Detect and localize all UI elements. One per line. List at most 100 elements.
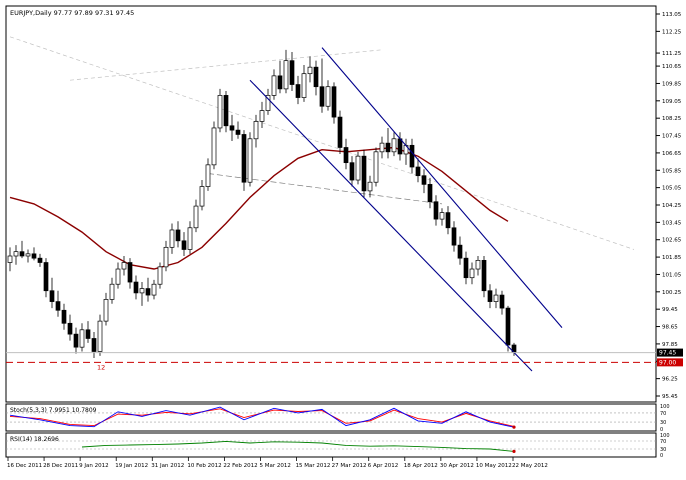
candle-body <box>235 129 241 135</box>
indicator-tick-label: 70 <box>660 411 666 417</box>
indicator-tick-label: 70 <box>660 439 666 445</box>
upper-trendline <box>69 49 383 81</box>
rsi-line <box>81 440 516 453</box>
candle-body <box>265 95 271 111</box>
candle-body <box>397 138 403 155</box>
candle-body <box>253 121 259 140</box>
stoch-main-line <box>9 406 515 428</box>
date-axis: 16 Dec 2011 28 Dec 2011 9 Jan 2012 19 Jan 2… <box>7 457 548 469</box>
chart-title: EURJPY,Daily 97.77 97.89 97.31 97.45 <box>10 9 134 17</box>
candle-body <box>499 294 505 309</box>
candle-body <box>445 212 451 229</box>
candle-body <box>31 253 37 259</box>
date-tick-label: 9 Jan 2012 <box>79 463 108 469</box>
price-tick-label: 96.25 <box>662 377 678 383</box>
candle-body <box>277 75 283 90</box>
price-tick-label: 104.25 <box>662 203 682 209</box>
candle-body <box>85 329 91 339</box>
date-tick-label: 6 Apr 2012 <box>368 463 399 469</box>
candle-body <box>259 110 265 122</box>
price-tick-label: 101.05 <box>662 272 682 278</box>
candle-body <box>217 95 223 129</box>
candle-body <box>73 333 79 348</box>
candle-body <box>175 229 181 242</box>
candle-body <box>145 288 151 296</box>
candle-body <box>361 155 367 192</box>
candle-body <box>169 229 175 248</box>
moving-average <box>9 146 509 270</box>
price-panel-frame <box>5 5 657 403</box>
candle-body <box>139 288 145 294</box>
candle-body <box>115 268 121 285</box>
candle-body <box>121 262 127 270</box>
date-tick-label: 5 Mar 2012 <box>260 463 291 469</box>
candle-body <box>223 95 229 127</box>
date-tick-label: 10 May 2012 <box>476 463 512 469</box>
mid-trendline <box>207 173 443 205</box>
price-tick-label: 97.85 <box>662 342 678 348</box>
price-tick-label: 109.85 <box>662 81 682 87</box>
stoch-last-point <box>512 425 516 429</box>
candle-body <box>151 283 157 296</box>
indicator-tick-label: 0 <box>660 453 663 459</box>
candle-body <box>271 75 277 96</box>
candle-body <box>127 262 133 283</box>
price-tick-label: 112.25 <box>662 29 682 35</box>
candle-body <box>79 329 85 348</box>
candle-body <box>325 86 331 107</box>
date-tick-label: 19 Jan 2012 <box>115 463 148 469</box>
date-tick-label: 22 May 2012 <box>512 463 548 469</box>
candle-body <box>19 251 25 257</box>
rsi-line-path <box>81 440 515 452</box>
indicator-tick-label: 0 <box>660 427 663 433</box>
candle-body <box>13 251 19 257</box>
candle-body <box>331 86 337 118</box>
date-tick-label: 22 Feb 2012 <box>223 463 257 469</box>
date-tick-label: 10 Feb 2012 <box>187 463 221 469</box>
candle-body <box>283 60 289 90</box>
date-tick-label: 18 Apr 2012 <box>404 463 438 469</box>
candle-body <box>439 212 445 220</box>
price-tick-label: 106.65 <box>662 151 682 157</box>
date-tick-label: 27 Mar 2012 <box>332 463 367 469</box>
candle-body <box>55 301 61 311</box>
candle-body <box>421 175 427 185</box>
price-tick-label: 101.85 <box>662 255 682 261</box>
candle-body <box>301 73 307 98</box>
current-price-tag <box>657 348 683 357</box>
long-trendline <box>9 36 635 250</box>
candlesticks <box>7 49 517 359</box>
price-axis: 113.05 112.25 111.25 110.65 109.85 109.05 108.… <box>656 12 682 400</box>
price-tick-label: 105.05 <box>662 186 682 192</box>
rsi-panel-frame <box>5 432 657 458</box>
candle-body <box>193 205 199 229</box>
price-channel[interactable] <box>249 47 563 372</box>
price-tick-label: 100.25 <box>662 290 682 296</box>
candle-body <box>187 227 193 250</box>
stochastic-lines <box>9 406 516 429</box>
candle-body <box>133 281 139 294</box>
rsi-last-point <box>512 449 516 453</box>
support-price-tag <box>657 358 683 367</box>
candle-body <box>157 266 163 285</box>
price-tick-label: 107.45 <box>662 134 682 140</box>
candle-body <box>415 166 421 177</box>
trendlines[interactable] <box>9 36 635 250</box>
candle-body <box>67 322 73 335</box>
price-tick-label: 113.05 <box>662 12 682 18</box>
price-tick-label: 111.25 <box>662 51 682 57</box>
candle-body <box>367 181 373 192</box>
candle-body <box>313 66 319 88</box>
date-tick-label: 31 Jan 2012 <box>151 463 184 469</box>
candle-body <box>247 138 253 183</box>
candle-body <box>295 84 301 98</box>
candle-body <box>433 201 439 220</box>
candle-body <box>211 127 217 166</box>
candle-body <box>427 184 433 203</box>
candle-body <box>241 134 247 183</box>
candle-body <box>457 244 463 259</box>
